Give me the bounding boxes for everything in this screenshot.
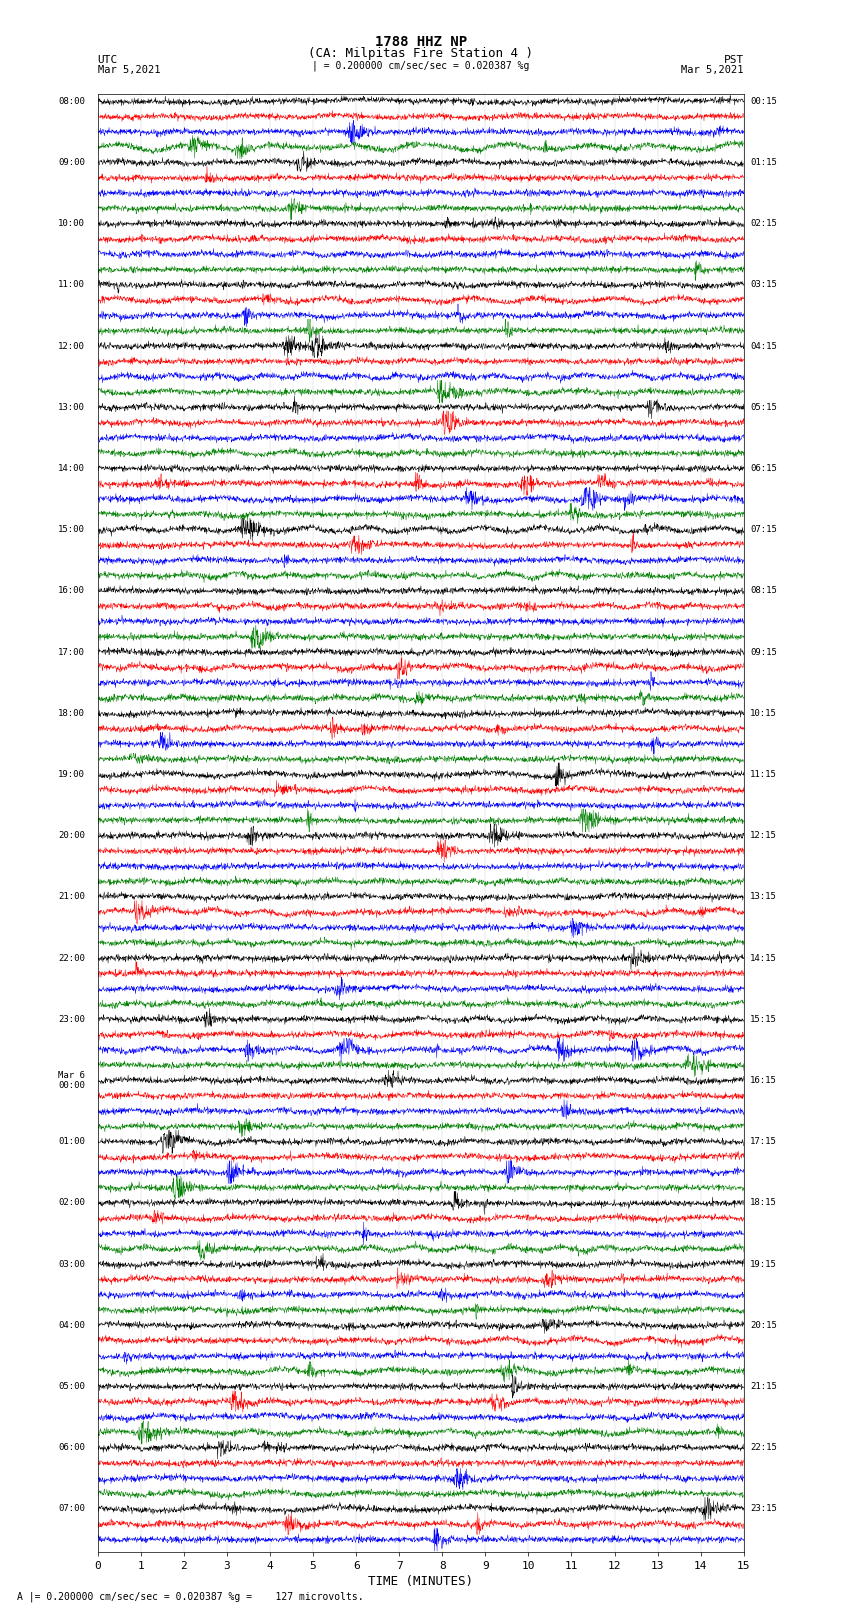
Text: 20:00: 20:00 bbox=[58, 831, 85, 840]
Text: 10:15: 10:15 bbox=[751, 708, 777, 718]
Text: 04:15: 04:15 bbox=[751, 342, 777, 350]
Text: 19:00: 19:00 bbox=[58, 769, 85, 779]
Text: 15:00: 15:00 bbox=[58, 526, 85, 534]
Text: Mar 5,2021: Mar 5,2021 bbox=[681, 65, 744, 74]
Text: 12:15: 12:15 bbox=[751, 831, 777, 840]
Text: 15:15: 15:15 bbox=[751, 1015, 777, 1024]
Text: 07:00: 07:00 bbox=[58, 1505, 85, 1513]
Text: 02:00: 02:00 bbox=[58, 1198, 85, 1208]
Text: 10:00: 10:00 bbox=[58, 219, 85, 227]
Text: 09:15: 09:15 bbox=[751, 647, 777, 656]
Text: 00:15: 00:15 bbox=[751, 97, 777, 106]
Text: 06:15: 06:15 bbox=[751, 465, 777, 473]
Text: 14:00: 14:00 bbox=[58, 465, 85, 473]
Text: 17:00: 17:00 bbox=[58, 647, 85, 656]
Text: 01:00: 01:00 bbox=[58, 1137, 85, 1147]
Text: 13:00: 13:00 bbox=[58, 403, 85, 411]
Text: 07:15: 07:15 bbox=[751, 526, 777, 534]
Text: 14:15: 14:15 bbox=[751, 953, 777, 963]
Text: 01:15: 01:15 bbox=[751, 158, 777, 166]
Text: 1788 HHZ NP: 1788 HHZ NP bbox=[375, 35, 467, 50]
Text: 18:00: 18:00 bbox=[58, 708, 85, 718]
Text: 09:00: 09:00 bbox=[58, 158, 85, 166]
Text: | = 0.200000 cm/sec/sec = 0.020387 %g: | = 0.200000 cm/sec/sec = 0.020387 %g bbox=[312, 60, 530, 71]
Text: Mar 6
00:00: Mar 6 00:00 bbox=[58, 1071, 85, 1090]
Text: 21:00: 21:00 bbox=[58, 892, 85, 902]
X-axis label: TIME (MINUTES): TIME (MINUTES) bbox=[368, 1574, 473, 1587]
Text: UTC: UTC bbox=[98, 55, 118, 65]
Text: 22:15: 22:15 bbox=[751, 1444, 777, 1452]
Text: 19:15: 19:15 bbox=[751, 1260, 777, 1268]
Text: 12:00: 12:00 bbox=[58, 342, 85, 350]
Text: 18:15: 18:15 bbox=[751, 1198, 777, 1208]
Text: 02:15: 02:15 bbox=[751, 219, 777, 227]
Text: 20:15: 20:15 bbox=[751, 1321, 777, 1329]
Text: (CA: Milpitas Fire Station 4 ): (CA: Milpitas Fire Station 4 ) bbox=[309, 47, 533, 60]
Text: 16:00: 16:00 bbox=[58, 586, 85, 595]
Text: 06:00: 06:00 bbox=[58, 1444, 85, 1452]
Text: 08:00: 08:00 bbox=[58, 97, 85, 106]
Text: 08:15: 08:15 bbox=[751, 586, 777, 595]
Text: 05:00: 05:00 bbox=[58, 1382, 85, 1390]
Text: PST: PST bbox=[723, 55, 744, 65]
Text: A |= 0.200000 cm/sec/sec = 0.020387 %g =    127 microvolts.: A |= 0.200000 cm/sec/sec = 0.020387 %g =… bbox=[17, 1590, 364, 1602]
Text: 13:15: 13:15 bbox=[751, 892, 777, 902]
Text: 11:00: 11:00 bbox=[58, 281, 85, 289]
Text: 22:00: 22:00 bbox=[58, 953, 85, 963]
Text: 21:15: 21:15 bbox=[751, 1382, 777, 1390]
Text: 23:15: 23:15 bbox=[751, 1505, 777, 1513]
Text: 03:00: 03:00 bbox=[58, 1260, 85, 1268]
Text: 03:15: 03:15 bbox=[751, 281, 777, 289]
Text: 11:15: 11:15 bbox=[751, 769, 777, 779]
Text: 05:15: 05:15 bbox=[751, 403, 777, 411]
Text: 23:00: 23:00 bbox=[58, 1015, 85, 1024]
Text: 17:15: 17:15 bbox=[751, 1137, 777, 1147]
Text: 16:15: 16:15 bbox=[751, 1076, 777, 1086]
Text: 04:00: 04:00 bbox=[58, 1321, 85, 1329]
Text: Mar 5,2021: Mar 5,2021 bbox=[98, 65, 161, 74]
